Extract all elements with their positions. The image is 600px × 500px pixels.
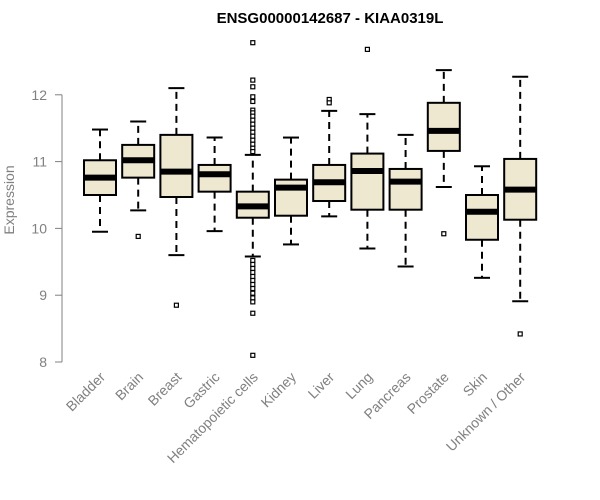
y-axis: 8 9 10 11 12 [31, 87, 63, 370]
y-tick-label-9: 9 [39, 287, 47, 303]
outlier-point [250, 77, 256, 83]
outlier-point [250, 261, 256, 268]
outlier-point [250, 295, 256, 301]
box-lung [350, 46, 385, 250]
outlier-point [135, 233, 141, 240]
outlier-point [517, 331, 523, 337]
x-label-lung: Lung [342, 369, 375, 402]
outlier-point [250, 265, 256, 272]
box-unknown-other [503, 75, 538, 337]
y-tick-label-12: 12 [31, 87, 47, 103]
outlier-point [250, 352, 256, 358]
x-label-skin: Skin [460, 369, 491, 400]
outlier-point [250, 273, 256, 280]
iqr-box [159, 133, 194, 199]
outlier-point [250, 277, 256, 284]
x-label-liver: Liver [305, 369, 338, 402]
outlier-point [364, 46, 370, 52]
outlier-point [250, 113, 256, 119]
x-label-prostate: Prostate [404, 369, 452, 417]
x-label-brain: Brain [112, 369, 146, 403]
outlier-point [250, 257, 256, 264]
outlier-point [173, 302, 179, 308]
y-tick-label-10: 10 [31, 220, 47, 236]
y-axis-label: Expression [1, 165, 17, 234]
outlier-point [250, 40, 256, 46]
iqr-box [197, 163, 232, 193]
box-skin [465, 165, 499, 279]
iqr-box [388, 167, 423, 211]
outlier-point [250, 98, 256, 105]
box-brain [121, 120, 156, 240]
outlier-point [250, 141, 256, 147]
y-tick-label-11: 11 [32, 154, 47, 170]
iqr-box [426, 101, 461, 152]
outlier-point [250, 285, 256, 292]
box-gastric [197, 136, 232, 233]
box-kidney [274, 136, 308, 246]
outlier-point [250, 125, 256, 131]
outlier-point [250, 148, 256, 155]
outlier-point [250, 84, 256, 90]
box-breast [159, 87, 194, 308]
boxes-group [83, 40, 538, 358]
outlier-point [250, 133, 256, 139]
box-pancreas [388, 133, 423, 268]
outlier-point [250, 299, 256, 305]
iqr-box [465, 194, 499, 241]
chart-title: ENSG00000142687 - KIAA0319L [217, 10, 444, 27]
x-label-kidney: Kidney [258, 369, 300, 411]
outlier-point [250, 129, 256, 135]
outlier-point [250, 94, 256, 100]
box-hematopoietic-cells [235, 40, 270, 358]
x-label-breast: Breast [145, 369, 185, 409]
outlier-point [250, 290, 256, 296]
outlier-point [250, 137, 256, 143]
y-tick-label-8: 8 [39, 354, 47, 370]
iqr-box [350, 152, 385, 211]
outlier-point [441, 231, 447, 237]
box-prostate [426, 69, 461, 237]
outlier-point [250, 269, 256, 276]
outlier-point [326, 100, 332, 106]
outlier-point [250, 281, 256, 288]
box-liver [312, 96, 347, 218]
outlier-point [250, 310, 256, 316]
outlier-point [250, 117, 256, 123]
box-bladder [83, 128, 117, 233]
x-label-bladder: Bladder [63, 369, 109, 415]
outlier-point [250, 121, 256, 127]
